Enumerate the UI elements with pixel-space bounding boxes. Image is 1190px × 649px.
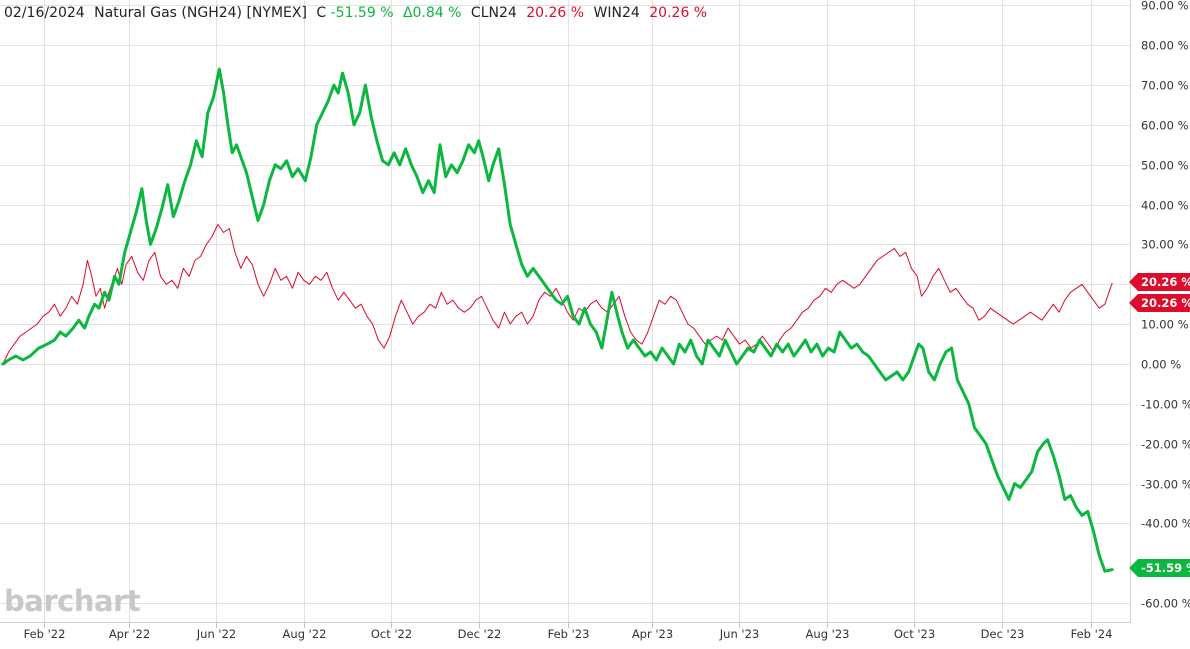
last-value-badge-bg — [1129, 273, 1190, 291]
chart-header: 02/16/2024 Natural Gas (NGH24) [NYMEX] C… — [4, 5, 707, 21]
header-series2-value: 20.26 % — [526, 5, 584, 21]
y-tick-label: 70.00 % — [1141, 79, 1189, 93]
barchart-watermark: barchart — [4, 584, 141, 618]
y-tick-label: -60.00 % — [1141, 597, 1190, 611]
x-tick-label: Oct '22 — [371, 627, 412, 641]
x-tick-label: Aug '22 — [283, 627, 327, 641]
last-value-badge-bg — [1129, 294, 1190, 312]
y-tick-label: 10.00 % — [1141, 318, 1189, 332]
x-tick-label: Feb '23 — [548, 627, 590, 641]
y-tick-label: -20.00 % — [1141, 438, 1190, 452]
x-tick-label: Jun '23 — [719, 627, 759, 641]
y-tick-label: -10.00 % — [1141, 398, 1190, 412]
last-value-badge-text: 20.26 % — [1141, 275, 1190, 289]
x-tick-label: Dec '23 — [981, 627, 1025, 641]
y-tick-label: 90.00 % — [1141, 0, 1189, 13]
x-tick-label: Feb '22 — [24, 627, 66, 641]
y-tick-label: 60.00 % — [1141, 119, 1189, 133]
badge-layer: 20.26 % 20.26 % -51.59 % — [1129, 273, 1190, 577]
y-tick-label: 50.00 % — [1141, 159, 1189, 173]
x-tick-label: Jun '22 — [196, 627, 236, 641]
x-tick-label: Dec '22 — [458, 627, 502, 641]
y-tick-label: 0.00 % — [1141, 358, 1181, 372]
y-tick-label: -30.00 % — [1141, 478, 1190, 492]
last-value-badge: -51.59 % — [1129, 559, 1190, 577]
last-value-badge-text: -51.59 % — [1141, 561, 1190, 575]
x-tick-label: Oct '23 — [894, 627, 935, 641]
y-tick-label: 40.00 % — [1141, 199, 1189, 213]
header-series3-value: 20.26 % — [649, 5, 707, 21]
series-line-cln24 — [2, 224, 1113, 365]
header-close-label: C — [316, 5, 326, 21]
last-value-badge: 20.26 % — [1129, 294, 1190, 312]
header-series2-label: CLN24 — [471, 5, 517, 21]
y-tick-label: -40.00 % — [1141, 517, 1190, 531]
header-series3-label: WIN24 — [594, 5, 640, 21]
chart-header-text: 02/16/2024 Natural Gas (NGH24) [NYMEX] C… — [4, 5, 707, 21]
last-value-badge-bg — [1129, 559, 1190, 577]
y-tick-label: 80.00 % — [1141, 39, 1189, 53]
last-value-badge: 20.26 % — [1129, 273, 1190, 291]
x-tick-label: Apr '23 — [632, 627, 673, 641]
series-line-ngh24 — [1, 67, 1114, 573]
x-tick-label: Aug '23 — [806, 627, 850, 641]
header-change-value: Δ0.84 % — [403, 5, 462, 21]
last-value-badge-text: 20.26 % — [1141, 296, 1190, 310]
header-close-value: -51.59 % — [331, 5, 394, 21]
x-tick-label: Apr '22 — [109, 627, 150, 641]
series-layer — [1, 67, 1114, 573]
x-tick-label: Feb '24 — [1071, 627, 1113, 641]
y-tick-label: 30.00 % — [1141, 238, 1189, 252]
header-date: 02/16/2024 — [4, 5, 85, 21]
header-instrument: Natural Gas (NGH24) [NYMEX] — [94, 5, 307, 21]
